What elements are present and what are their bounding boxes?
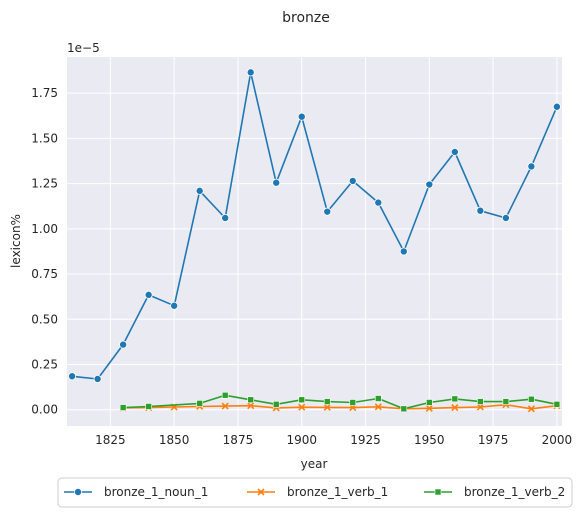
data-point — [297, 112, 306, 121]
data-point — [323, 398, 331, 405]
x-tick-label: 1900 — [286, 433, 317, 447]
legend-marker-stroke — [257, 488, 265, 496]
x-tick-label: 1875 — [223, 433, 254, 447]
data-point — [399, 247, 408, 256]
data-point — [553, 400, 561, 408]
data-point — [425, 180, 434, 189]
data-point — [502, 398, 510, 405]
series-layer — [68, 68, 561, 413]
data-point — [119, 340, 128, 349]
legend-label: bronze_1_verb_2 — [464, 485, 565, 499]
data-point — [323, 403, 331, 411]
data-point — [221, 402, 229, 410]
data-point — [374, 395, 382, 402]
data-point-stroke — [451, 403, 459, 412]
data-point — [426, 399, 433, 406]
data-point — [374, 198, 383, 207]
x-tick-label: 1975 — [478, 433, 509, 447]
y-offset-text: 1e−5 — [67, 41, 100, 55]
data-point — [195, 186, 204, 195]
data-point — [527, 162, 536, 171]
x-tick-label: 2000 — [542, 433, 573, 447]
data-point-stroke — [476, 403, 484, 411]
y-axis-label: lexicon% — [9, 214, 23, 268]
y-tick-label: 1.00 — [31, 222, 58, 236]
data-point — [323, 207, 332, 216]
data-point — [272, 400, 280, 408]
data-point — [272, 178, 281, 187]
y-tick-label: 1.75 — [31, 86, 58, 100]
data-point — [298, 396, 306, 404]
data-point — [170, 301, 179, 310]
grid — [67, 57, 562, 426]
data-point — [552, 102, 561, 111]
data-point — [247, 402, 255, 410]
data-point — [196, 400, 203, 407]
legend-label: bronze_1_noun_1 — [104, 485, 208, 499]
data-point — [476, 403, 484, 411]
data-point — [247, 396, 255, 404]
plot-area — [67, 57, 562, 426]
data-point — [144, 290, 153, 299]
x-tick-label: 1950 — [414, 433, 445, 447]
data-point — [501, 213, 510, 222]
legend-marker — [257, 488, 265, 496]
series-line — [72, 71, 558, 380]
data-point — [119, 404, 127, 411]
y-tick-label: 0.50 — [31, 312, 58, 326]
data-point — [451, 403, 459, 412]
legend-marker — [434, 488, 442, 496]
data-point — [298, 403, 306, 411]
x-tick-label: 1925 — [350, 433, 381, 447]
data-point — [349, 399, 357, 406]
data-point-stroke — [527, 405, 535, 413]
y-tick-label: 1.25 — [31, 177, 58, 191]
x-axis-label: year — [301, 457, 328, 471]
series-bronze_1_verb_2 — [119, 391, 561, 413]
data-point-stroke — [221, 402, 229, 410]
data-point — [476, 206, 485, 215]
y-tick-label: 0.00 — [31, 403, 58, 417]
legend: bronze_1_noun_1 bronze_1_verb_1 bronze_1_v… — [57, 477, 573, 508]
data-point — [93, 374, 102, 383]
data-point — [221, 213, 230, 222]
data-point-stroke — [247, 402, 255, 410]
y-tick-label: 0.25 — [31, 358, 58, 372]
data-point — [348, 176, 357, 185]
data-point — [450, 147, 459, 156]
data-point — [400, 405, 408, 413]
data-point — [528, 395, 535, 403]
x-tick-label: 1825 — [95, 433, 126, 447]
legend-marker — [74, 487, 83, 496]
legend-label: bronze_1_verb_1 — [287, 485, 388, 499]
x-tick-label: 1850 — [159, 433, 190, 447]
data-point-stroke — [298, 403, 306, 411]
y-tick-label: 0.75 — [31, 267, 58, 281]
data-point — [246, 68, 255, 77]
data-point — [374, 403, 382, 411]
data-point — [527, 405, 535, 413]
data-point — [221, 391, 229, 399]
data-point-stroke — [323, 403, 331, 411]
data-point — [425, 404, 433, 412]
legend-frame — [57, 477, 573, 508]
data-point-stroke — [374, 403, 382, 411]
y-tick-label: 1.50 — [31, 131, 58, 145]
data-point-stroke — [425, 404, 433, 412]
series-bronze_1_noun_1 — [68, 68, 561, 383]
data-point — [68, 372, 77, 381]
data-point — [477, 398, 484, 405]
data-point — [145, 403, 152, 410]
tick-labels: 1825 1850 1875 1900 1925 1950 1975 2000 0.00 0.25… — [31, 86, 572, 447]
series-line — [123, 403, 557, 410]
chart-title: bronze — [282, 10, 330, 26]
data-point — [451, 395, 459, 403]
